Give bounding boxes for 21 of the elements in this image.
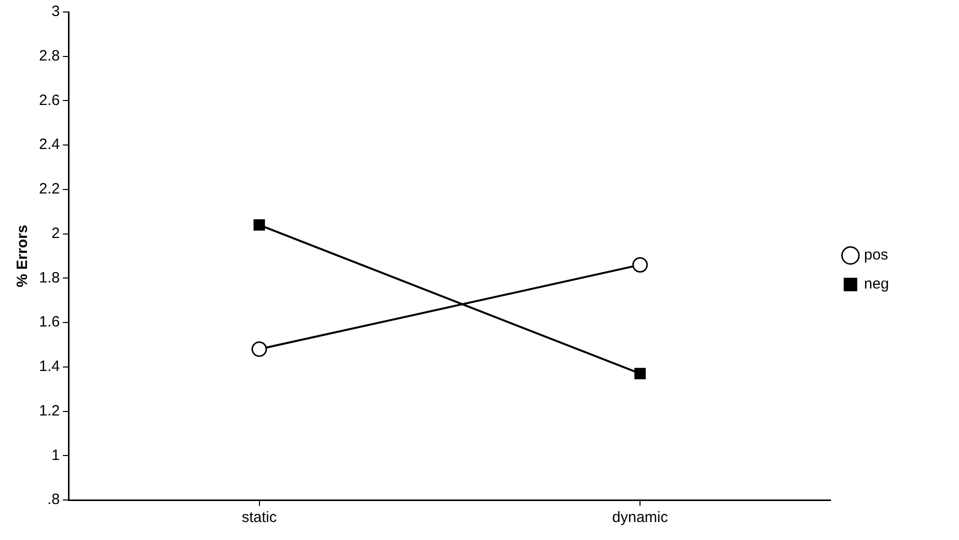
point [252,341,268,357]
y-tick-label: 3 [52,3,60,20]
legend-label: neg [864,276,890,293]
legend-label: pos [864,246,888,264]
y-tick-label: 1 [52,446,60,464]
y-tick-label: 2.4 [38,136,60,154]
y-tick-label: 2 [52,224,60,242]
y-tick-label: 1.6 [38,314,60,331]
point [632,257,648,273]
x-tick-label: static [242,509,278,526]
point [634,368,646,380]
y-tick-label: 1.4 [38,358,60,376]
y-tick-label: .8 [47,491,60,508]
y-tick-label: 2.2 [38,180,60,198]
y-axis-title: % Errors [14,224,32,288]
point [254,219,265,231]
y-tick-label: 2.6 [38,92,60,109]
y-tick-label: 1.8 [38,269,60,286]
y-tick-label: 2.8 [38,48,60,65]
y-tick-label: 1.2 [38,402,60,420]
x-tick-label: dynamic [612,509,668,526]
